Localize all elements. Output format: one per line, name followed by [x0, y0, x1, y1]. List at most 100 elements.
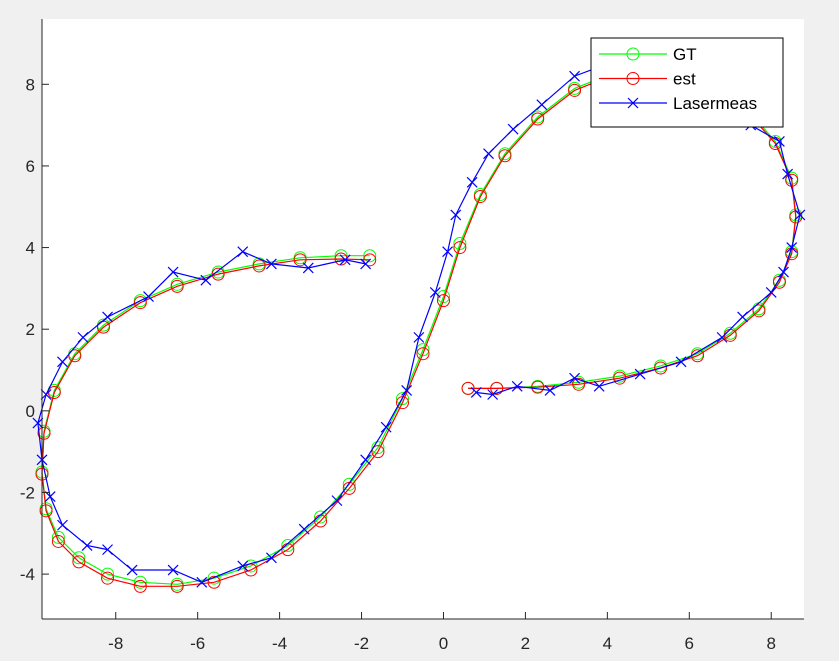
legend-marker-x [627, 97, 639, 109]
data-point-x [413, 331, 425, 343]
legend-label: est [673, 70, 696, 89]
data-point-x [302, 262, 314, 274]
data-point-x [544, 385, 556, 396]
x-tick-label: 0 [439, 634, 448, 653]
data-point-x [380, 421, 392, 433]
legend-item-est: est [599, 70, 696, 89]
data-point-circle [170, 279, 184, 293]
data-point-x [77, 331, 89, 343]
legend-box [590, 37, 784, 128]
data-point-x [773, 136, 785, 147]
data-point-circle [252, 259, 266, 273]
data-point-x [360, 258, 372, 270]
axes: -8 -6 -4 -2 0 2 4 6 8 -4 -2 0 2 4 6 8 [20, 19, 804, 653]
data-point-circle [363, 249, 377, 263]
data-point-circle [461, 381, 475, 395]
data-point-circle [72, 551, 86, 565]
data-point-circle [572, 377, 586, 391]
data-point-x [466, 176, 478, 188]
data-point-circle [51, 530, 65, 544]
data-point-x [507, 123, 519, 135]
data-point-x [40, 389, 52, 400]
y-tick-label: -2 [20, 483, 35, 502]
data-point-x [569, 372, 581, 384]
data-point-circle [436, 294, 450, 308]
data-point-circle [342, 477, 356, 491]
data-point-circle [416, 343, 430, 357]
data-point-circle [314, 510, 328, 524]
data-point-x [126, 564, 138, 576]
data-point-x [737, 311, 748, 323]
data-point-x [716, 331, 728, 343]
y-tick-label: 0 [26, 402, 35, 421]
data-point-circle [531, 380, 545, 394]
series-line-lasermeas [37, 63, 801, 583]
data-point-circle [752, 304, 766, 318]
legend: GT est Lasermeas [590, 37, 784, 128]
data-point-circle [334, 249, 348, 263]
y-tick-label: 4 [26, 239, 35, 258]
data-point-x [200, 274, 212, 286]
data-point-x [675, 356, 687, 368]
x-tick-label: -6 [190, 634, 205, 653]
legend-marker-circle [626, 47, 640, 61]
data-point-x [569, 70, 581, 82]
data-point-x [536, 99, 548, 111]
data-point-x [429, 287, 441, 298]
legend-label: GT [673, 45, 697, 64]
data-point-x [237, 560, 249, 572]
data-point-x [360, 454, 372, 466]
data-point-x [81, 540, 93, 551]
x-tick-label: 2 [521, 634, 530, 653]
data-point-x [339, 254, 351, 266]
data-point-x [487, 389, 499, 400]
data-point-x [265, 552, 277, 564]
data-point-circle [101, 567, 115, 581]
data-point-circle [211, 267, 225, 281]
y-tick-label: 8 [26, 75, 35, 94]
x-tick-label: 6 [685, 634, 694, 653]
x-tick-label: 8 [766, 634, 775, 653]
legend-item-gt: GT [599, 45, 697, 64]
data-point-circle [39, 504, 53, 518]
data-point-circle [371, 445, 385, 459]
data-point-circle [371, 441, 385, 455]
data-point-circle [68, 349, 82, 363]
data-point-circle [654, 361, 668, 375]
data-point-circle [133, 296, 147, 310]
data-point-x [143, 291, 154, 302]
x-tick-label: -2 [354, 634, 369, 653]
data-point-x [167, 266, 179, 278]
data-point-circle [37, 426, 51, 440]
data-point-x [331, 495, 343, 507]
data-point-circle [133, 579, 147, 593]
legend-label: Lasermeas [673, 94, 757, 113]
data-point-x [196, 576, 208, 588]
data-point-x [470, 387, 482, 398]
data-point-x [102, 544, 113, 556]
data-point-circle [170, 579, 184, 593]
data-point-circle [207, 571, 221, 585]
data-point-x [265, 258, 277, 270]
data-point-x [634, 368, 646, 380]
data-point-x [794, 209, 806, 221]
data-point-circle [453, 241, 467, 255]
data-point-circle [436, 290, 450, 304]
data-point-circle [293, 253, 307, 267]
data-point-x [167, 564, 179, 576]
data-point-circle [396, 392, 410, 406]
data-point-circle [531, 112, 545, 126]
data-point-x [483, 148, 494, 160]
data-point-x [57, 519, 68, 531]
data-point-circle [133, 575, 147, 589]
data-point-x [442, 246, 454, 258]
data-point-circle [72, 555, 86, 569]
data-point-x [450, 209, 462, 221]
data-point-circle [281, 539, 295, 553]
data-point-x [237, 246, 249, 258]
data-point-x [401, 385, 413, 396]
data-point-x [593, 380, 605, 392]
y-tick-label: 6 [26, 157, 35, 176]
data-point-x [298, 523, 310, 535]
